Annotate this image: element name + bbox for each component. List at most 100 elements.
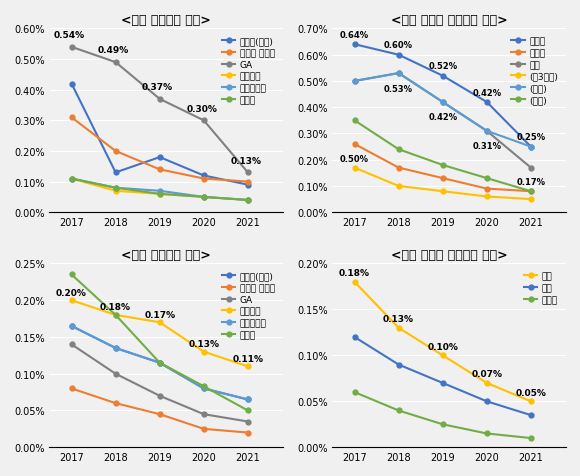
보험사(직판) (68, 323, 75, 329)
금융기관 (244, 198, 251, 203)
Line: (연금): (연금) (352, 119, 533, 194)
개인대리점 (156, 188, 163, 194)
Title: <생보 불판비율 추이>: <생보 불판비율 추이> (121, 14, 211, 27)
보험사 설계사 (112, 149, 119, 155)
보장성 (439, 74, 446, 79)
Line: 보장성: 보장성 (352, 43, 533, 150)
저축성 (527, 189, 534, 195)
Text: 0.13%: 0.13% (230, 157, 261, 165)
Line: 개인대리점: 개인대리점 (69, 177, 251, 203)
Legend: 보장성, 저축성, 변액, (제3보험), (중신), (연금): 보장성, 저축성, 변액, (제3보험), (중신), (연금) (508, 34, 561, 109)
금융기관 (112, 188, 119, 194)
(제3보험) (483, 194, 490, 200)
개인대리점 (156, 360, 163, 366)
보험사 설계사 (200, 426, 207, 432)
GA (200, 411, 207, 417)
Line: 보험사(직판): 보험사(직판) (69, 82, 251, 188)
홈쇼핑 (156, 191, 163, 197)
운전자 (351, 389, 358, 395)
(중신) (395, 71, 402, 77)
보험사 설계사 (244, 430, 251, 436)
금융기관 (68, 176, 75, 182)
보험사(직판) (244, 182, 251, 188)
Line: GA: GA (69, 45, 251, 176)
(제3보험) (351, 165, 358, 171)
(중신) (527, 144, 534, 150)
운전자 (439, 422, 446, 427)
(연금) (351, 118, 358, 124)
저축성 (395, 165, 402, 171)
Line: (제3보험): (제3보험) (352, 166, 533, 202)
GA (244, 419, 251, 425)
(중신) (483, 129, 490, 134)
상해 (439, 380, 446, 386)
(연금) (395, 147, 402, 153)
보장성 (395, 53, 402, 59)
Title: <생보 상품별 불판비율 추이>: <생보 상품별 불판비율 추이> (391, 14, 508, 27)
운전자 (483, 431, 490, 436)
Text: 0.25%: 0.25% (516, 133, 545, 142)
보험사 설계사 (68, 115, 75, 121)
홈쇼핑 (112, 312, 119, 318)
보험사(직판) (156, 155, 163, 160)
GA (68, 45, 75, 50)
홈쇼핑 (244, 198, 251, 203)
상해 (395, 362, 402, 367)
금융기관 (244, 364, 251, 369)
Title: <손보 상품별 불판비율 추이>: <손보 상품별 불판비율 추이> (391, 248, 508, 261)
Text: 0.05%: 0.05% (516, 388, 546, 397)
Line: 금융기관: 금융기관 (69, 298, 251, 369)
GA (68, 342, 75, 347)
금융기관 (68, 298, 75, 304)
홈쇼핑 (200, 384, 207, 389)
홈쇼핑 (68, 272, 75, 278)
Line: 운전자: 운전자 (352, 390, 533, 441)
Line: 질병: 질병 (352, 280, 533, 404)
금융기관 (156, 191, 163, 197)
운전자 (395, 408, 402, 414)
보험사 설계사 (112, 400, 119, 406)
개인대리점 (112, 186, 119, 191)
GA (156, 393, 163, 399)
Text: 0.31%: 0.31% (472, 142, 501, 151)
Text: 0.53%: 0.53% (384, 84, 413, 93)
Legend: 질병, 상해, 운전자: 질병, 상해, 운전자 (520, 268, 561, 308)
(중신) (351, 79, 358, 85)
홈쇼핑 (200, 195, 207, 200)
Text: 0.30%: 0.30% (186, 104, 217, 113)
개인대리점 (200, 386, 207, 391)
저축성 (439, 176, 446, 181)
개인대리점 (112, 346, 119, 351)
Text: 0.64%: 0.64% (340, 31, 369, 40)
개인대리점 (244, 198, 251, 203)
질병 (351, 279, 358, 285)
상해 (527, 412, 534, 418)
Text: 0.18%: 0.18% (100, 303, 131, 312)
개인대리점 (68, 323, 75, 329)
보험사 설계사 (68, 386, 75, 391)
(중신) (439, 100, 446, 106)
보장성 (527, 144, 534, 150)
(연금) (527, 189, 534, 195)
Line: 보험사(직판): 보험사(직판) (69, 324, 251, 402)
Line: 개인대리점: 개인대리점 (69, 324, 251, 402)
Legend: 보험사(직판), 보험사 설계사, GA, 금융기관, 개인대리점, 홈쇼핑: 보험사(직판), 보험사 설계사, GA, 금융기관, 개인대리점, 홈쇼핑 (218, 268, 278, 343)
Line: 홈쇼핑: 홈쇼핑 (69, 272, 251, 413)
Text: 0.42%: 0.42% (472, 89, 501, 98)
Title: <손보 불판비율 추이>: <손보 불판비율 추이> (121, 248, 211, 261)
Line: (중신): (중신) (352, 71, 533, 150)
상해 (483, 398, 490, 404)
GA (112, 371, 119, 377)
Text: 0.17%: 0.17% (516, 178, 545, 187)
금융기관 (200, 349, 207, 355)
금융기관 (156, 320, 163, 326)
Text: 0.49%: 0.49% (98, 46, 129, 55)
보장성 (351, 42, 358, 48)
GA (244, 170, 251, 176)
변액 (439, 100, 446, 106)
Text: 0.13%: 0.13% (383, 315, 414, 324)
Text: 0.17%: 0.17% (144, 310, 175, 319)
저축성 (483, 186, 490, 192)
보험사 설계사 (156, 167, 163, 173)
보험사 설계사 (156, 411, 163, 417)
